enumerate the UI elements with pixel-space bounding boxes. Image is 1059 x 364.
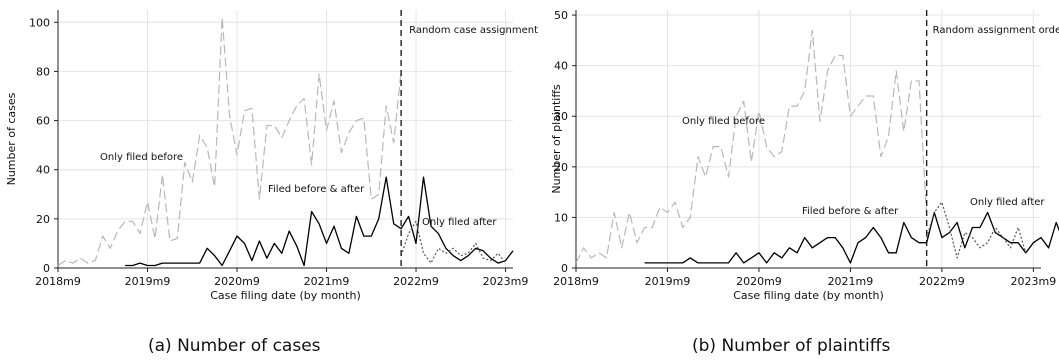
panel-b-series-label: Filed before & after — [802, 206, 899, 217]
panel-b-vline-label: Random assignment order — [933, 25, 1059, 36]
panel-b-y-tick-label: 50 — [554, 9, 568, 22]
panel-a-x-tick-label: 2019m9 — [125, 275, 171, 288]
panel-b-caption: (b) Number of plaintiffs — [692, 336, 891, 356]
panel-b-y-tick-label: 10 — [554, 211, 568, 224]
panel-a-series-label: Only filed before — [100, 152, 183, 163]
panel-b-series-label: Only filed before — [682, 116, 765, 127]
panel-b-x-tick-label: 2021m9 — [828, 275, 874, 288]
panel-b-y-tick-label: 0 — [561, 262, 568, 275]
panel-b-x-axis-label: Case filing date (by month) — [733, 289, 883, 302]
panel-b-x-tick-label: 2018m9 — [553, 275, 599, 288]
panel-a-series-line-only-filed-before — [57, 16, 402, 267]
panel-a-y-tick-label: 100 — [29, 16, 50, 29]
panel-a-y-tick-label: 20 — [36, 213, 50, 226]
panel-a-vline-label: Random case assignment — [409, 25, 538, 36]
panel-a-x-tick-label: 2018m9 — [35, 275, 81, 288]
panel-a-series-label: Only filed after — [422, 217, 497, 228]
panel-b-x-tick-label: 2022m9 — [919, 275, 965, 288]
panel-b-y-tick-label: 20 — [554, 161, 568, 174]
panel-a-x-tick-label: 2022m9 — [393, 275, 439, 288]
panel-b-y-tick-label: 40 — [554, 60, 568, 73]
panel-a-x-tick-label: 2020m9 — [214, 275, 260, 288]
panel-b-series-label: Only filed after — [970, 197, 1045, 208]
panel-a-y-axis-label: Number of cases — [5, 92, 18, 185]
panel-b-series-line-filed-before-after — [644, 211, 1059, 264]
panel-b-x-tick-label: 2019m9 — [645, 275, 691, 288]
panel-a-series-line-filed-before-after — [125, 176, 514, 267]
panel-b-series-line-only-filed-before — [575, 29, 928, 264]
panel-a-y-tick-label: 80 — [36, 65, 50, 78]
panel-a-y-tick-label: 60 — [36, 115, 50, 128]
panel-a-y-tick-label: 40 — [36, 164, 50, 177]
panel-a-x-axis-label: Case filing date (by month) — [210, 289, 360, 302]
panel-a-series-line-only-filed-after — [400, 220, 506, 264]
panel-b-x-tick-label: 2020m9 — [736, 275, 782, 288]
panel-a-y-tick-label: 0 — [43, 262, 50, 275]
panel-b-y-tick-label: 30 — [554, 110, 568, 123]
panel-a-caption: (a) Number of cases — [148, 336, 321, 356]
panel-a-series-label: Filed before & after — [268, 184, 365, 195]
panel-a-x-tick-label: 2021m9 — [304, 275, 350, 288]
panel-b-x-tick-label: 2023m9 — [1011, 275, 1057, 288]
panel-a-x-tick-label: 2023m9 — [483, 275, 529, 288]
panel-b-y-axis-label: Number of plaintiffs — [550, 84, 563, 194]
